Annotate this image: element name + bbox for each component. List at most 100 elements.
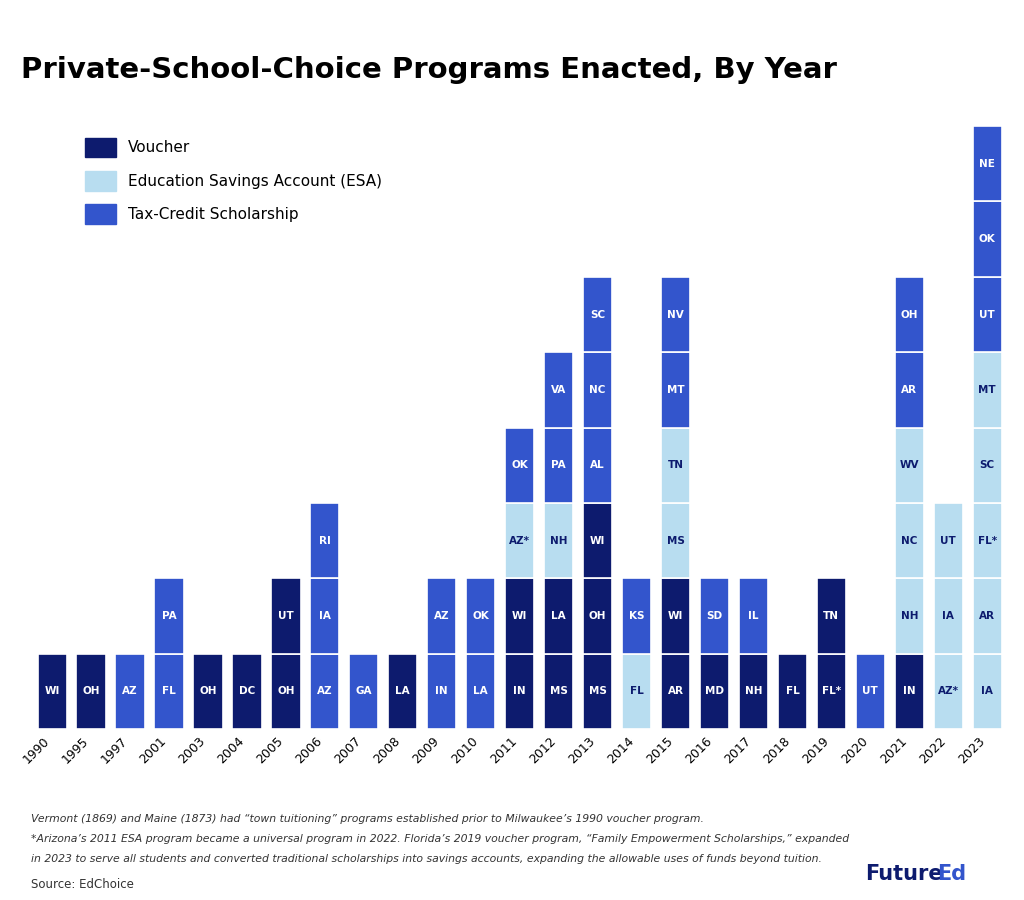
- Text: AR: AR: [668, 687, 684, 697]
- Text: NC: NC: [901, 536, 918, 545]
- Text: IA: IA: [981, 687, 993, 697]
- Text: PA: PA: [162, 611, 176, 621]
- Bar: [310, 579, 340, 653]
- Bar: [973, 503, 1001, 579]
- Text: OK: OK: [979, 234, 995, 244]
- Text: Source: EdChoice: Source: EdChoice: [31, 878, 133, 891]
- Text: OH: OH: [589, 611, 606, 621]
- Bar: [973, 126, 1001, 202]
- Bar: [778, 653, 807, 729]
- Bar: [466, 653, 496, 729]
- Text: NH: NH: [900, 611, 919, 621]
- Text: LA: LA: [473, 687, 488, 697]
- Bar: [895, 503, 924, 579]
- Bar: [544, 503, 573, 579]
- Bar: [544, 579, 573, 653]
- Text: UT: UT: [862, 687, 879, 697]
- Text: UT: UT: [279, 611, 294, 621]
- Text: NE: NE: [979, 158, 995, 169]
- Bar: [116, 653, 144, 729]
- Bar: [699, 653, 729, 729]
- Text: NC: NC: [590, 385, 606, 395]
- Text: SC: SC: [980, 460, 994, 470]
- Text: PA: PA: [551, 460, 566, 470]
- Legend: Voucher, Education Savings Account (ESA), Tax-Credit Scholarship: Voucher, Education Savings Account (ESA)…: [78, 130, 389, 231]
- Text: IA: IA: [942, 611, 954, 621]
- Text: FL*: FL*: [978, 536, 996, 545]
- Text: OK: OK: [511, 460, 528, 470]
- Bar: [895, 352, 924, 428]
- Bar: [194, 653, 222, 729]
- Text: MS: MS: [550, 687, 567, 697]
- Text: NH: NH: [550, 536, 567, 545]
- Bar: [895, 277, 924, 352]
- Bar: [388, 653, 418, 729]
- Bar: [973, 579, 1001, 653]
- Bar: [583, 503, 612, 579]
- Text: OH: OH: [900, 310, 919, 320]
- Text: OH: OH: [278, 687, 295, 697]
- Text: IA: IA: [318, 611, 331, 621]
- Bar: [349, 653, 379, 729]
- Bar: [232, 653, 261, 729]
- Text: AR: AR: [979, 611, 995, 621]
- Bar: [583, 352, 612, 428]
- Text: in 2023 to serve all students and converted traditional scholarships into saving: in 2023 to serve all students and conver…: [31, 854, 821, 864]
- Bar: [505, 579, 535, 653]
- Text: SC: SC: [590, 310, 605, 320]
- Bar: [583, 428, 612, 503]
- Bar: [973, 653, 1001, 729]
- Text: MS: MS: [667, 536, 684, 545]
- Bar: [271, 579, 300, 653]
- Text: AR: AR: [901, 385, 918, 395]
- Bar: [77, 653, 105, 729]
- Bar: [934, 579, 963, 653]
- Bar: [544, 428, 573, 503]
- Bar: [973, 202, 1001, 277]
- Bar: [817, 579, 846, 653]
- Text: OK: OK: [472, 611, 489, 621]
- Text: Private-School-Choice Programs Enacted, By Year: Private-School-Choice Programs Enacted, …: [20, 57, 837, 85]
- Bar: [739, 653, 768, 729]
- Bar: [660, 653, 690, 729]
- Text: FL: FL: [785, 687, 800, 697]
- Text: TN: TN: [823, 611, 840, 621]
- Bar: [973, 277, 1001, 352]
- Text: FL: FL: [630, 687, 643, 697]
- Bar: [466, 579, 496, 653]
- Text: WI: WI: [590, 536, 605, 545]
- Bar: [505, 428, 535, 503]
- Bar: [505, 503, 535, 579]
- Bar: [583, 277, 612, 352]
- Bar: [660, 352, 690, 428]
- Text: *Arizona’s 2011 ESA program became a universal program in 2022. Florida’s 2019 v: *Arizona’s 2011 ESA program became a uni…: [31, 834, 849, 844]
- Text: FL*: FL*: [822, 687, 841, 697]
- Bar: [622, 579, 651, 653]
- Bar: [660, 579, 690, 653]
- Text: IL: IL: [749, 611, 759, 621]
- Text: RI: RI: [318, 536, 331, 545]
- Text: Future: Future: [865, 864, 943, 884]
- Bar: [660, 428, 690, 503]
- Text: AZ: AZ: [317, 687, 333, 697]
- Text: AZ: AZ: [434, 611, 450, 621]
- Text: AZ: AZ: [122, 687, 138, 697]
- Bar: [973, 428, 1001, 503]
- Bar: [660, 503, 690, 579]
- Text: IN: IN: [903, 687, 915, 697]
- Bar: [660, 277, 690, 352]
- Bar: [739, 579, 768, 653]
- Text: DC: DC: [239, 687, 255, 697]
- Bar: [38, 653, 67, 729]
- Text: UT: UT: [979, 310, 995, 320]
- Text: AL: AL: [590, 460, 605, 470]
- Bar: [155, 653, 183, 729]
- Bar: [699, 579, 729, 653]
- Text: Vermont (1869) and Maine (1873) had “town tuitioning” programs established prior: Vermont (1869) and Maine (1873) had “tow…: [31, 814, 703, 824]
- Text: LA: LA: [551, 611, 566, 621]
- Text: WV: WV: [899, 460, 919, 470]
- Bar: [934, 653, 963, 729]
- Text: TN: TN: [668, 460, 684, 470]
- Bar: [895, 428, 924, 503]
- Text: WI: WI: [668, 611, 683, 621]
